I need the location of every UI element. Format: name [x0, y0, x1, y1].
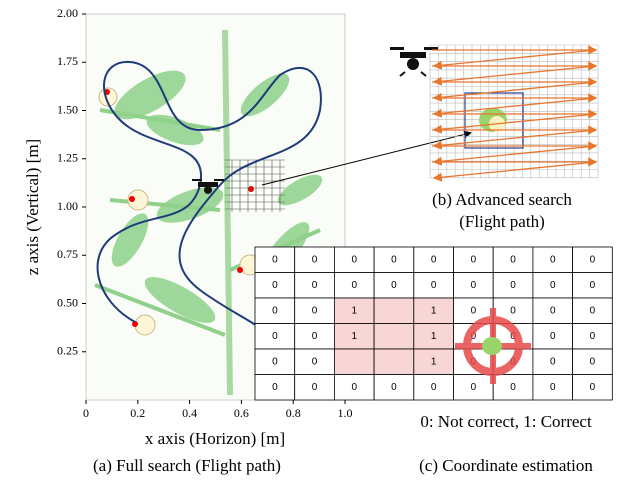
y-tick-label: 0.75: [57, 247, 78, 261]
cell-value: 1: [431, 305, 437, 316]
cell-value: 0: [590, 382, 596, 393]
cell-value: 0: [590, 331, 596, 342]
cell-value: 0: [471, 382, 477, 393]
cell-value: 0: [590, 356, 596, 367]
cell-value: 0: [590, 305, 596, 316]
cell-value: 0: [312, 331, 318, 342]
cell-value: 0: [431, 254, 437, 265]
cell-value: 0: [431, 280, 437, 291]
cell-value: 0: [272, 254, 278, 265]
cell-value: 0: [272, 331, 278, 342]
cell-value: 0: [550, 280, 556, 291]
cell-value: 0: [351, 280, 357, 291]
cell-value: 0: [550, 382, 556, 393]
cell-value: 0: [351, 254, 357, 265]
cell-value: 1: [351, 331, 357, 342]
cell-value: 1: [351, 305, 357, 316]
figure: 0 0.2 0.4 0.6 0.8 1.0 0.25 0.50 0.75 1.00 1.25 1.50…: [0, 0, 636, 483]
legend-c: 0: Not correct, 1: Correct: [420, 412, 592, 431]
cell-value: 0: [272, 280, 278, 291]
y-tick-label: 1.50: [57, 102, 78, 116]
grid-cell: [374, 298, 414, 324]
cell-value: 0: [312, 254, 318, 265]
caption-a: (a) Full search (Flight path): [93, 456, 281, 475]
x-tick-label: 0.4: [182, 406, 197, 420]
x-tick-label: 0.2: [130, 406, 145, 420]
caption-b: (b) Advanced search: [432, 190, 572, 209]
cell-value: 0: [312, 305, 318, 316]
flight-leg: [434, 66, 596, 82]
cell-value: 0: [471, 305, 477, 316]
cell-value: 0: [590, 280, 596, 291]
cell-value: 0: [510, 305, 516, 316]
x-tick-label: 0.8: [286, 406, 301, 420]
x-axis-label: x axis (Horizon) [m]: [145, 429, 285, 448]
cell-value: 0: [510, 280, 516, 291]
cell-value: 0: [272, 382, 278, 393]
cell-value: 0: [550, 356, 556, 367]
coordinate-grid: 0 0 0 0 0 0 0 0 0 0 0 0 0 0 0 0 0 0 0 0 1 1 0 0 0 0 0 0 1 1 0 0 0 0 0 0 1 0 0 0…: [255, 247, 612, 400]
x-tick-label: 0: [83, 406, 89, 420]
caption-c: (c) Coordinate estimation: [419, 456, 593, 475]
cell-value: 0: [510, 254, 516, 265]
cell-value: 0: [550, 331, 556, 342]
cell-value: 0: [312, 382, 318, 393]
advanced-search-diagram: [390, 45, 598, 178]
caption-b2: (Flight path): [459, 212, 544, 231]
cell-value: 0: [272, 356, 278, 367]
target-plant: [482, 337, 502, 355]
y-tick-label: 1.00: [57, 199, 78, 213]
flight-leg: [434, 130, 596, 146]
cell-value: 0: [550, 305, 556, 316]
cell-value: 0: [590, 254, 596, 265]
grid-cell: [374, 324, 414, 350]
cell-value: 0: [391, 280, 397, 291]
y-axis-label: z axis (Vertical) [m]: [23, 139, 42, 275]
y-tick-label: 0.25: [57, 344, 78, 358]
y-tick-label: 2.00: [57, 6, 78, 20]
flight-leg: [434, 114, 596, 130]
cell-value: 0: [312, 280, 318, 291]
cell-value: 0: [391, 254, 397, 265]
grid-cell: [374, 349, 414, 375]
grid-cell: [334, 349, 374, 375]
cell-value: 0: [312, 356, 318, 367]
y-tick-label: 1.75: [57, 54, 78, 68]
cell-value: 0: [431, 382, 437, 393]
cell-value: 1: [431, 331, 437, 342]
x-tick-label: 0.6: [234, 406, 249, 420]
y-tick-label: 0.50: [57, 295, 78, 309]
cell-value: 0: [550, 254, 556, 265]
cell-value: 0: [471, 280, 477, 291]
cell-value: 0: [351, 382, 357, 393]
cell-value: 0: [510, 382, 516, 393]
cell-value: 0: [471, 254, 477, 265]
x-tick-label: 1.0: [338, 406, 353, 420]
cell-value: 0: [391, 382, 397, 393]
cell-value: 0: [272, 305, 278, 316]
flight-leg: [434, 82, 596, 98]
flight-leg: [434, 50, 596, 66]
flight-leg: [434, 162, 596, 178]
y-tick-label: 1.25: [57, 151, 78, 165]
cell-value: 1: [431, 356, 437, 367]
